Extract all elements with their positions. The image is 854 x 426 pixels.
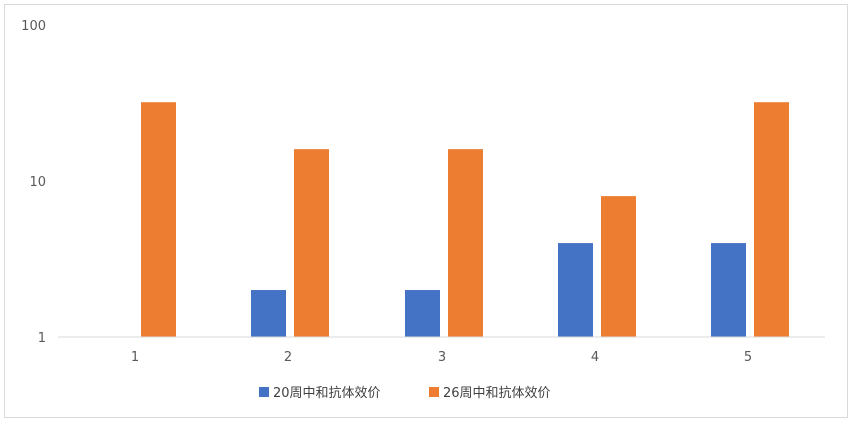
legend-swatch-series-2 [429, 387, 439, 397]
bar-series-2-category-2 [294, 149, 329, 337]
legend-label-series-1: 20周中和抗体效价 [273, 386, 381, 401]
x-tick-label: 4 [591, 350, 599, 365]
bar-series-2-category-4 [601, 196, 636, 337]
bar-series-1-category-3 [405, 290, 440, 337]
bar-series-1-category-5 [711, 243, 746, 337]
x-tick-label: 2 [284, 350, 292, 365]
x-tick-label: 1 [131, 350, 139, 365]
bar-series-2-category-1 [141, 102, 176, 338]
legend-label-series-2: 26周中和抗体效价 [443, 386, 551, 401]
y-tick-label: 1 [38, 331, 46, 346]
x-tick-label: 3 [438, 350, 446, 365]
bar-series-1-category-4 [558, 243, 593, 337]
legend-swatch-series-1 [259, 387, 269, 397]
bar-series-2-category-3 [448, 149, 483, 337]
bar-series-2-category-5 [754, 102, 789, 338]
legend: 20周中和抗体效价 26周中和抗体效价 [259, 386, 551, 401]
bar-series-1-category-2 [251, 290, 286, 337]
y-tick-label: 100 [21, 19, 46, 34]
bars-layer [141, 102, 789, 338]
y-tick-label: 10 [29, 175, 46, 190]
x-tick-label: 5 [744, 350, 752, 365]
